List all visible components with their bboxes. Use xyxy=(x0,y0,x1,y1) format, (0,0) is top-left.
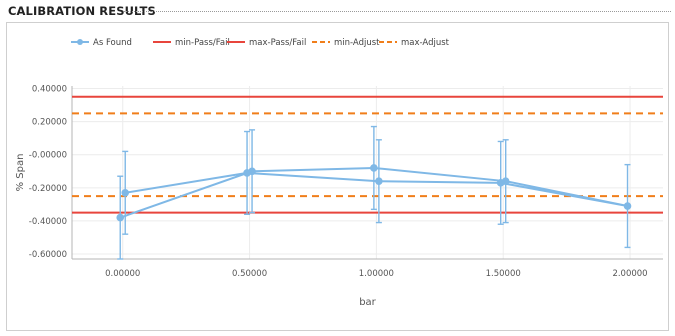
data-point-as-found[interactable] xyxy=(375,177,383,185)
x-tick-label: 0.50000 xyxy=(232,269,267,279)
y-tick-label: -0.60000 xyxy=(29,250,67,260)
data-point-as-found[interactable] xyxy=(370,164,378,172)
data-point-as-found[interactable] xyxy=(116,213,125,222)
data-point-as-found[interactable] xyxy=(243,169,251,177)
legend-label: As Found xyxy=(93,38,132,48)
y-tick-label: -0.20000 xyxy=(29,184,67,194)
legend-label: min-Pass/Fail xyxy=(175,38,230,48)
chart-panel: 0.40000 0.20000 -0.00000 -0.20000 -0.40000 -0… xyxy=(6,22,669,331)
x-axis-title: bar xyxy=(359,297,376,308)
y-tick-label: -0.40000 xyxy=(29,217,67,227)
x-tick-label: 1.00000 xyxy=(359,269,394,279)
section-header: CALIBRATION RESULTS xyxy=(0,0,675,24)
data-point-as-found[interactable] xyxy=(496,179,505,187)
legend-label: min-Adjust xyxy=(334,38,380,48)
calibration-chart: 0.40000 0.20000 -0.00000 -0.20000 -0.40000 -0… xyxy=(15,38,663,308)
x-tick-label: 0.00000 xyxy=(105,269,140,279)
legend-marker-as-found xyxy=(77,39,83,45)
data-point-as-found[interactable] xyxy=(121,188,130,197)
y-tick-label: 0.20000 xyxy=(32,118,67,128)
y-axis-title: % Span xyxy=(15,154,26,192)
y-tick-label: 0.40000 xyxy=(32,84,67,94)
legend-label: max-Pass/Fail xyxy=(249,38,306,48)
legend-label: max-Adjust xyxy=(401,38,450,48)
y-tick-label: -0.00000 xyxy=(29,151,67,161)
section-title: CALIBRATION RESULTS xyxy=(8,4,156,18)
x-tick-label: 1.50000 xyxy=(486,269,521,279)
x-tick-label: 2.00000 xyxy=(612,269,647,279)
header-divider xyxy=(124,11,671,12)
data-point-as-found[interactable] xyxy=(623,202,632,210)
